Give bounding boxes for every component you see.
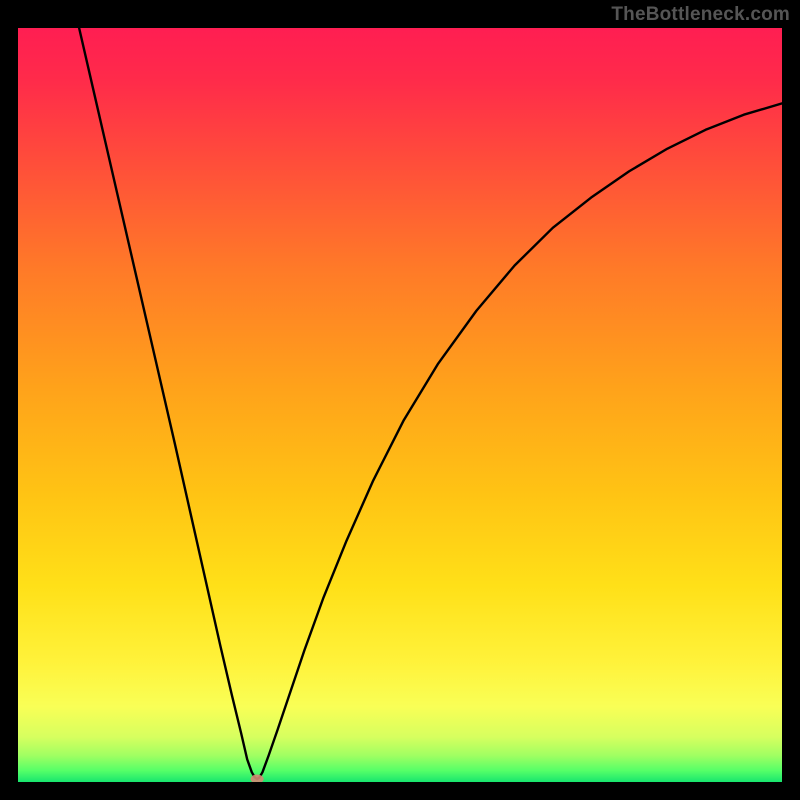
watermark-text: TheBottleneck.com — [611, 4, 790, 26]
chart-container — [18, 28, 782, 782]
bottleneck-chart — [18, 28, 782, 782]
chart-background — [18, 28, 782, 782]
